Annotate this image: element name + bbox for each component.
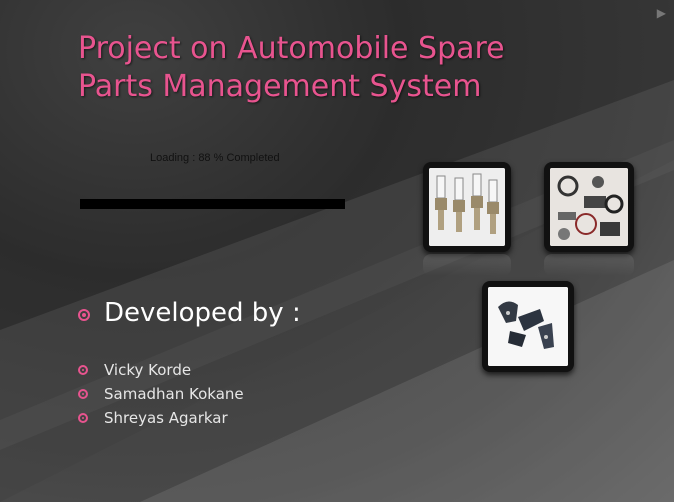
loading-status: Loading : 88 % Completed <box>150 152 280 164</box>
developed-bullet-icon <box>78 309 90 321</box>
developer-name: Shreyas Agarkar <box>104 409 228 427</box>
nav-arrow-icon[interactable]: ▶ <box>656 6 666 20</box>
developed-by-heading: Developed by : <box>104 298 301 328</box>
title-line-1: Project on Automobile Spare <box>78 31 505 66</box>
image-reflection <box>544 254 634 276</box>
spark-plugs-image <box>423 162 511 252</box>
title-line-2: Parts Management System <box>78 69 482 104</box>
engine-parts-icon <box>550 168 628 246</box>
spark-plugs-icon <box>429 168 505 246</box>
bullet-icon <box>78 365 88 375</box>
progress-bar <box>80 199 345 209</box>
brackets-icon <box>488 287 568 366</box>
brackets-image <box>482 281 574 372</box>
bullet-icon <box>78 413 88 423</box>
slide-title: Project on Automobile Spare Parts Manage… <box>78 30 638 106</box>
developer-list: Vicky Korde Samadhan Kokane Shreyas Agar… <box>78 358 244 430</box>
developer-name: Vicky Korde <box>104 361 192 379</box>
progress-fill <box>80 199 345 209</box>
developer-item: Samadhan Kokane <box>78 382 244 406</box>
developer-name: Samadhan Kokane <box>104 385 244 403</box>
bullet-icon <box>78 389 88 399</box>
engine-parts-image <box>544 162 634 252</box>
developer-item: Vicky Korde <box>78 358 244 382</box>
developer-item: Shreyas Agarkar <box>78 406 244 430</box>
image-reflection <box>423 254 511 276</box>
